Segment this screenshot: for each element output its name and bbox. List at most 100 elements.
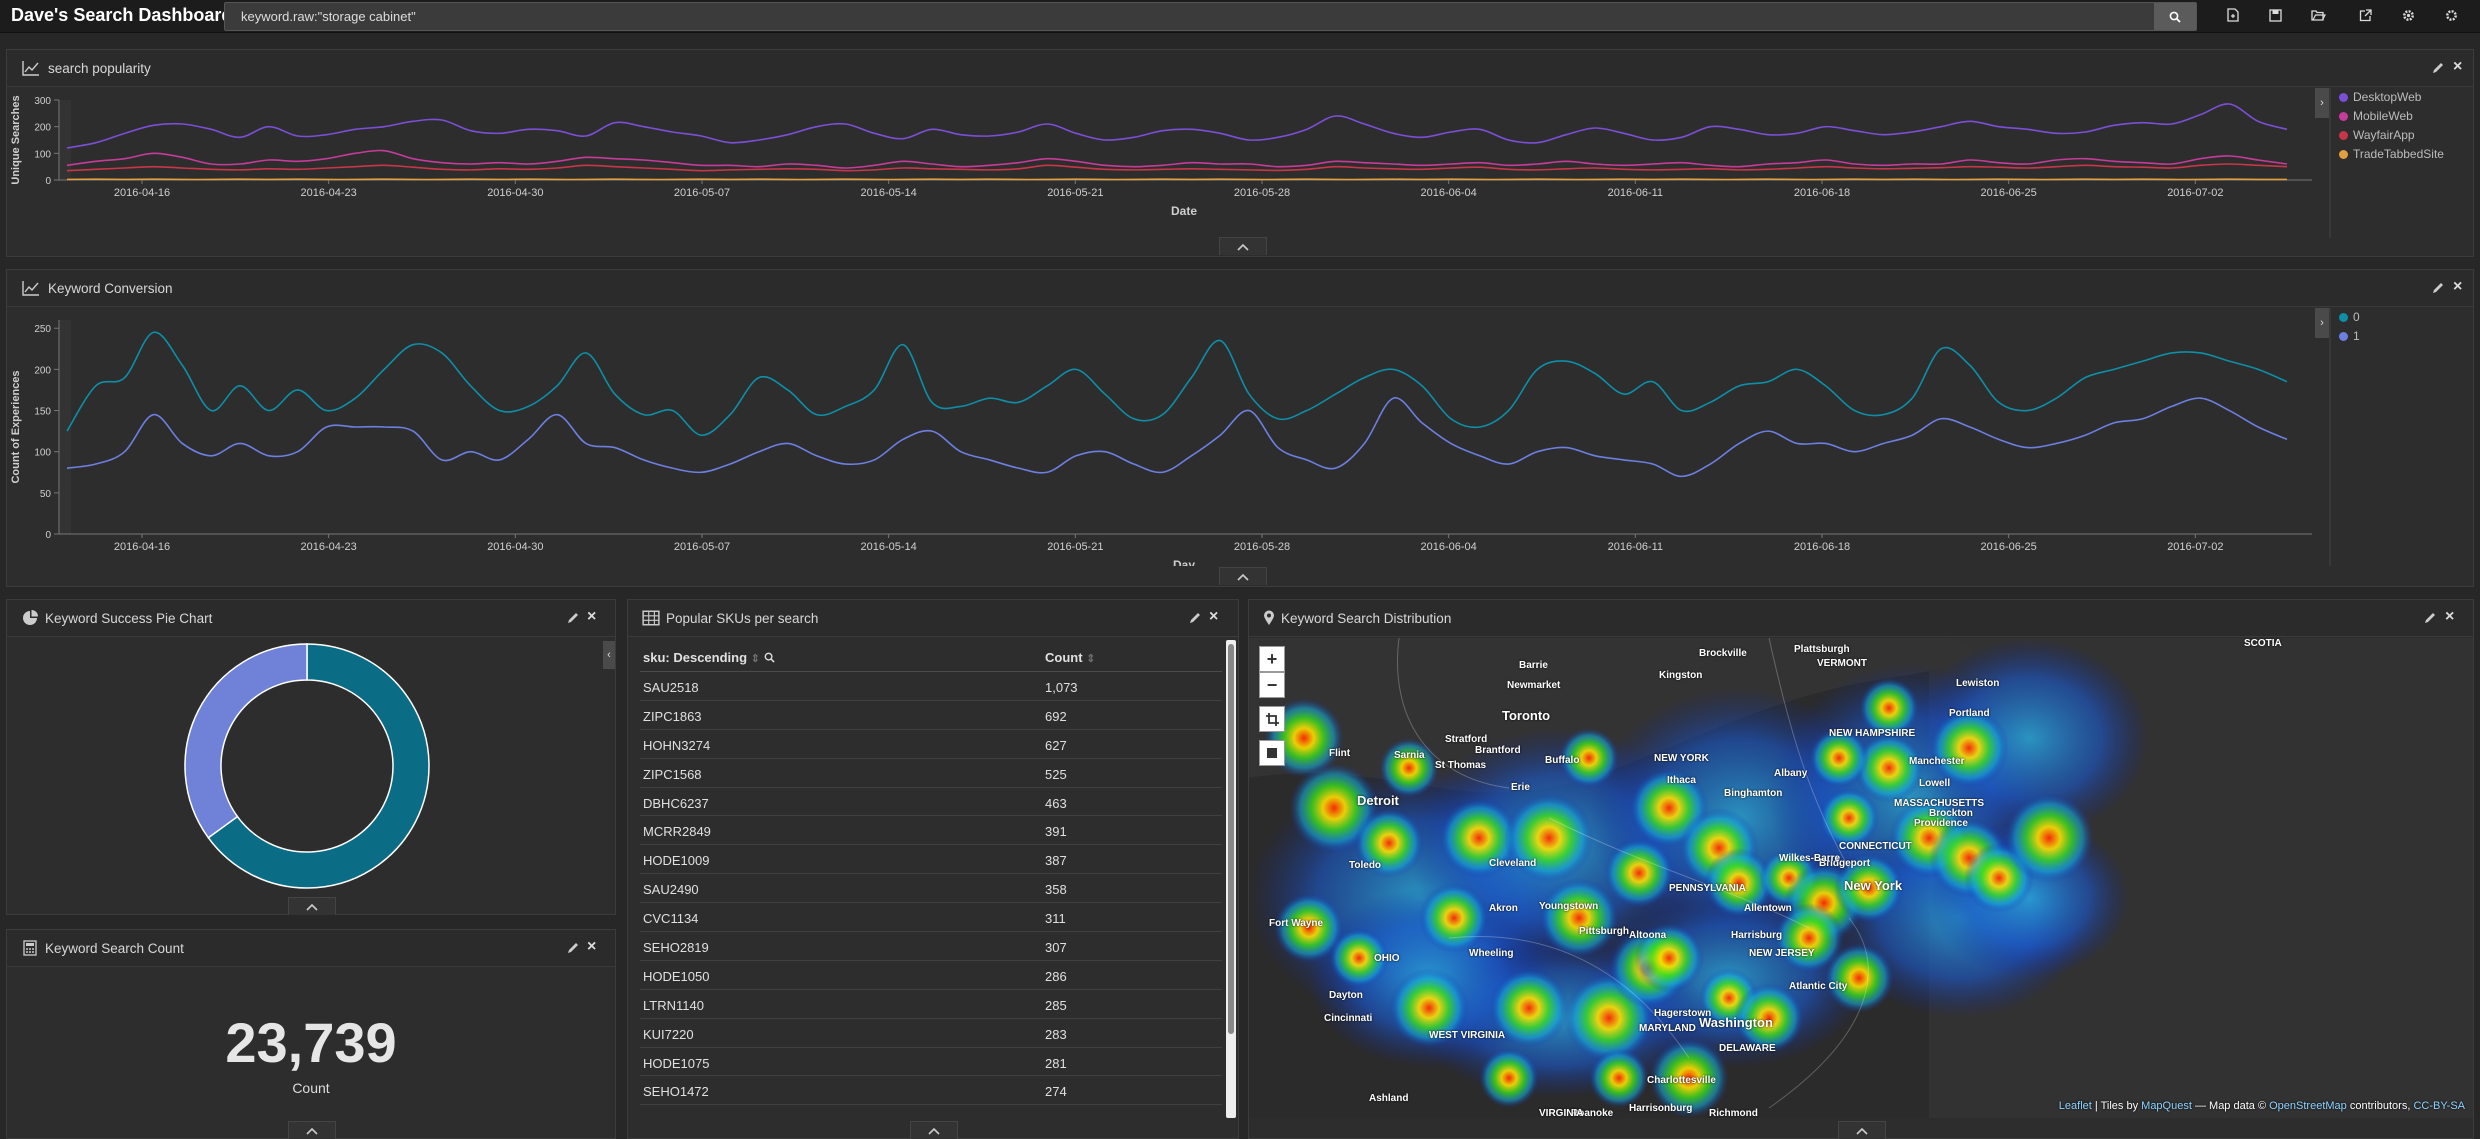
options-icon[interactable]	[2399, 6, 2417, 24]
legend-swatch	[2339, 150, 2348, 159]
search-input[interactable]	[225, 3, 2155, 30]
share-icon[interactable]	[2356, 6, 2374, 24]
table-row[interactable]: ZIPC1863 692	[640, 701, 1222, 730]
close-icon[interactable]: ×	[2453, 58, 2463, 75]
settings-icon[interactable]	[2442, 6, 2460, 24]
column-header-sku[interactable]: sku: Descending ⇕	[643, 650, 775, 665]
heatmap-map[interactable]: Barrie Newmarket Toronto Kingston Brockville…	[1249, 638, 2473, 1118]
close-icon[interactable]: ×	[2445, 608, 2455, 625]
column-header-count[interactable]: Count ⇕	[1045, 650, 1095, 665]
heat-spot	[1604, 838, 1674, 908]
edit-icon[interactable]	[2431, 61, 2445, 75]
table-row[interactable]: SEHO2819 307	[640, 932, 1222, 961]
table-row[interactable]: KUI7220 283	[640, 1019, 1222, 1048]
mapquest-link[interactable]: MapQuest	[2141, 1100, 2192, 1112]
edit-icon[interactable]	[1188, 611, 1202, 625]
table-row[interactable]: HODE1009 387	[640, 845, 1222, 875]
legend-item[interactable]: MobileWeb	[2339, 109, 2413, 123]
zoom-in-button[interactable]: +	[1259, 646, 1285, 672]
map-label: Plattsburgh	[1794, 644, 1850, 655]
legend-item[interactable]: TradeTabbedSite	[2339, 147, 2444, 161]
heat-spot	[1929, 708, 2009, 788]
legend-item[interactable]: 0	[2339, 310, 2360, 324]
license-link[interactable]: CC-BY-SA	[2413, 1100, 2465, 1112]
legend-toggle[interactable]: ›	[2315, 88, 2329, 118]
fit-bounds-button[interactable]	[1259, 706, 1285, 732]
sku-cell: ZIPC1863	[643, 708, 702, 724]
leaflet-link[interactable]: Leaflet	[2058, 1100, 2092, 1112]
close-icon[interactable]: ×	[1209, 608, 1219, 625]
collapse-button[interactable]	[1219, 567, 1267, 585]
map-label: Toledo	[1349, 860, 1382, 871]
x-axis-label: Day	[1173, 558, 1195, 566]
sort-icon[interactable]: ⇕	[750, 653, 760, 665]
table-row[interactable]: ZIPC1568 525	[640, 759, 1222, 788]
collapse-button[interactable]	[1219, 237, 1267, 255]
heat-spot	[2004, 793, 2094, 883]
map-label: Akron	[1489, 903, 1518, 914]
map-label: Flint	[1329, 748, 1351, 759]
edit-icon[interactable]	[566, 611, 580, 625]
new-dashboard-icon[interactable]	[2224, 6, 2242, 24]
map-label: Charlottesville	[1647, 1075, 1716, 1086]
table-row[interactable]: SAU2490 358	[640, 874, 1222, 904]
x-tick-label: 2016-05-14	[861, 541, 917, 553]
sort-icon[interactable]: ⇕	[1086, 653, 1096, 665]
table-row[interactable]: MCRR2849 391	[640, 816, 1222, 846]
heat-spot	[1834, 853, 1904, 923]
search-icon[interactable]	[764, 652, 775, 663]
map-label: Allentown	[1744, 903, 1792, 914]
legend-label: 1	[2353, 329, 2360, 343]
edit-icon[interactable]	[566, 941, 580, 955]
map-label: Providence	[1914, 818, 1968, 829]
count-cell: 285	[1045, 997, 1067, 1013]
map-label: Youngstown	[1539, 901, 1599, 912]
osm-link[interactable]: OpenStreetMap	[2269, 1100, 2347, 1112]
panel-header: Popular SKUs per search ×	[628, 600, 1238, 637]
collapse-button[interactable]	[910, 1121, 958, 1139]
scrollbar[interactable]	[1226, 640, 1236, 1118]
legend-item[interactable]: 1	[2339, 329, 2360, 343]
legend-item[interactable]: WayfairApp	[2339, 128, 2415, 142]
legend-item[interactable]: DesktopWeb	[2339, 90, 2421, 104]
sku-cell: SEHO2819	[643, 940, 709, 956]
search-button[interactable]	[2154, 3, 2196, 30]
close-icon[interactable]: ×	[587, 608, 597, 625]
edit-icon[interactable]	[2423, 611, 2437, 625]
y-tick-label: 0	[45, 176, 51, 187]
y-tick-label: 100	[34, 448, 51, 459]
table-row[interactable]: CVC1134 311	[640, 903, 1222, 933]
scrollbar-thumb[interactable]	[1228, 644, 1234, 1034]
count-cell: 307	[1045, 940, 1067, 956]
collapse-button[interactable]	[288, 1121, 336, 1139]
table-icon	[642, 610, 660, 626]
series-line-0	[66, 331, 2288, 437]
legend-toggle[interactable]: ›	[2315, 308, 2329, 338]
close-icon[interactable]: ×	[587, 938, 597, 955]
collapse-button[interactable]	[288, 897, 336, 915]
x-tick-label: 2016-04-23	[301, 541, 357, 553]
table-row[interactable]: SEHO1472 274	[640, 1076, 1222, 1106]
legend-toggle[interactable]: ‹	[603, 641, 615, 669]
map-label: Roanoke	[1571, 1108, 1614, 1118]
edit-icon[interactable]	[2431, 281, 2445, 295]
collapse-button[interactable]	[1838, 1121, 1886, 1139]
table-row[interactable]: LTRN1140 285	[640, 990, 1222, 1019]
count-cell: 311	[1045, 911, 1066, 927]
save-icon[interactable]	[2266, 6, 2284, 24]
roads	[1397, 638, 1869, 1109]
count-cell: 525	[1045, 766, 1067, 782]
table-row[interactable]: SAU2518 1,073	[640, 672, 1222, 701]
open-icon[interactable]	[2309, 6, 2327, 24]
table-row[interactable]: DBHC6237 463	[640, 788, 1222, 817]
y-axis-band	[59, 320, 71, 534]
draw-filter-button[interactable]	[1259, 740, 1285, 766]
close-icon[interactable]: ×	[2453, 278, 2463, 295]
zoom-out-button[interactable]: −	[1259, 672, 1285, 698]
map-label: WEST VIRGINIA	[1429, 1030, 1506, 1041]
table-row[interactable]: HODE1075 281	[640, 1048, 1222, 1077]
table-row[interactable]: HOHN3274 627	[640, 730, 1222, 759]
heat-spot	[1489, 968, 1569, 1048]
table-row[interactable]: HODE1050 286	[640, 961, 1222, 990]
legend-label: WayfairApp	[2353, 128, 2415, 142]
